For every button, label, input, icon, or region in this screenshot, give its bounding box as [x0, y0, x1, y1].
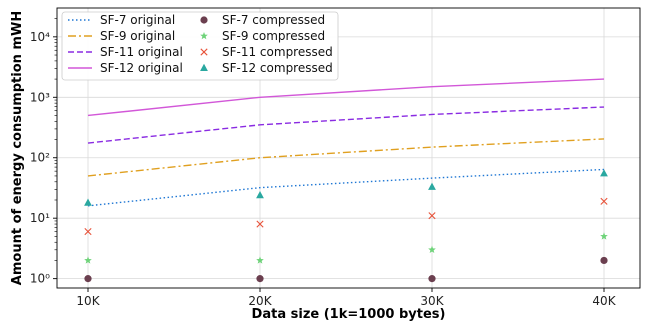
data-point — [600, 169, 608, 177]
x-axis-label: Data size (1k=1000 bytes) — [252, 307, 446, 322]
x-tick-label: 30K — [420, 294, 444, 308]
legend-item: SF-9 original — [68, 29, 175, 43]
y-tick-label: 10⁰ — [30, 272, 50, 286]
legend-label: SF-12 original — [100, 61, 183, 75]
series-sf-7-compressed — [84, 256, 608, 283]
data-point — [428, 182, 436, 190]
x-marker-stroke — [84, 228, 92, 236]
x-marker-stroke — [200, 48, 208, 56]
series-line — [87, 138, 605, 177]
legend-box — [61, 11, 339, 81]
data-point — [256, 256, 264, 264]
legend-swatch — [200, 16, 208, 24]
legend-label: SF-11 compressed — [222, 45, 333, 59]
legend-label: SF-7 compressed — [222, 13, 325, 27]
legend-item: SF-12 compressed — [200, 61, 333, 75]
data-point — [84, 198, 92, 206]
y-axis-label: Amount of energy consumption mWH — [10, 11, 25, 285]
data-point — [600, 197, 608, 205]
y-tick-label: 10² — [30, 151, 50, 165]
x-marker-stroke — [256, 220, 264, 228]
legend-label: SF-9 compressed — [222, 29, 325, 43]
x-marker-stroke — [600, 197, 608, 205]
series-line — [87, 168, 605, 207]
x-tick-label: 10K — [76, 294, 100, 308]
data-point — [256, 191, 264, 199]
x-tick-label: 20K — [248, 294, 272, 308]
grid — [57, 8, 640, 288]
data-point — [428, 275, 436, 283]
x-tick-label: 40K — [592, 294, 616, 308]
data-point — [428, 245, 436, 254]
legend-label: SF-11 original — [100, 45, 183, 59]
legend-item: SF-12 original — [68, 61, 183, 75]
series-line — [87, 78, 605, 117]
legend-swatch — [200, 48, 208, 56]
series-layer — [84, 78, 608, 283]
y-tick-label: 10⁴ — [30, 30, 50, 44]
data-point — [256, 275, 264, 283]
ticks: 10K 20K 30K 40K 10⁰ 10¹ 10² 10³ 10⁴ — [30, 18, 617, 308]
legend-swatch — [200, 32, 208, 40]
legend: SF-7 original SF-9 original SF-11 original… — [61, 11, 339, 81]
series-sf-11-compressed — [84, 197, 608, 236]
legend-item: SF-11 compressed — [200, 45, 333, 59]
legend-item: SF-11 original — [68, 45, 183, 59]
plot-frame — [56, 7, 641, 289]
data-point — [428, 212, 436, 220]
data-point — [256, 220, 264, 228]
data-point — [84, 275, 92, 283]
legend-item: SF-9 compressed — [200, 29, 325, 43]
data-point — [600, 256, 608, 265]
legend-label: SF-12 compressed — [222, 61, 333, 75]
series-sf-11-original — [87, 106, 605, 144]
series-sf-12-original — [87, 78, 605, 117]
y-tick-label: 10³ — [30, 90, 50, 104]
legend-swatch — [200, 63, 208, 71]
series-sf-12-compressed — [84, 169, 608, 206]
series-sf-7-original — [87, 168, 605, 207]
x-marker-stroke — [428, 212, 436, 220]
series-line — [87, 106, 605, 144]
data-point — [84, 256, 92, 264]
series-sf-9-compressed — [84, 232, 608, 264]
legend-item: SF-7 original — [68, 13, 175, 27]
data-point — [600, 232, 608, 240]
legend-label: SF-9 original — [100, 29, 175, 43]
legend-item: SF-7 compressed — [200, 13, 325, 27]
data-point — [84, 228, 92, 236]
legend-label: SF-7 original — [100, 13, 175, 27]
y-tick-label: 10¹ — [30, 211, 50, 225]
series-sf-9-original — [87, 138, 605, 177]
